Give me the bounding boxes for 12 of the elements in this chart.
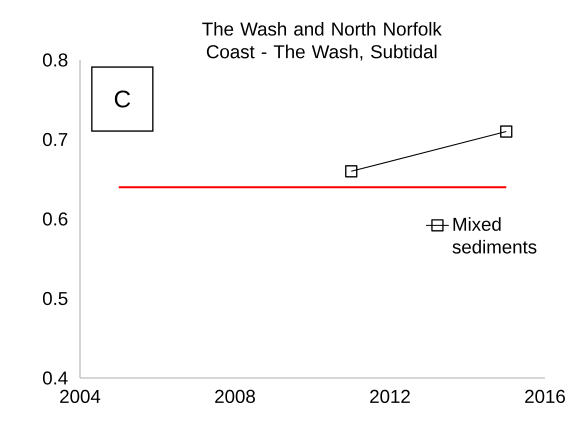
y-tick-label: 0.8 bbox=[42, 53, 68, 67]
legend-label: Mixed sediments bbox=[452, 217, 536, 254]
annotation: C bbox=[114, 90, 130, 108]
y-tick-label: 0.7 bbox=[42, 132, 68, 146]
x-tick-label: 2016 bbox=[525, 390, 565, 404]
y-tick-label: 0.6 bbox=[42, 212, 68, 226]
x-tick-label: 2004 bbox=[60, 390, 100, 404]
x-tick-label: 2012 bbox=[370, 390, 410, 404]
y-tick-label: 0.4 bbox=[42, 371, 68, 385]
x-tick-label: 2008 bbox=[215, 390, 255, 404]
y-tick-label: 0.5 bbox=[42, 292, 68, 306]
chart-title: The Wash and North Norfolk Coast - The Wash, Subtidal bbox=[202, 22, 442, 61]
